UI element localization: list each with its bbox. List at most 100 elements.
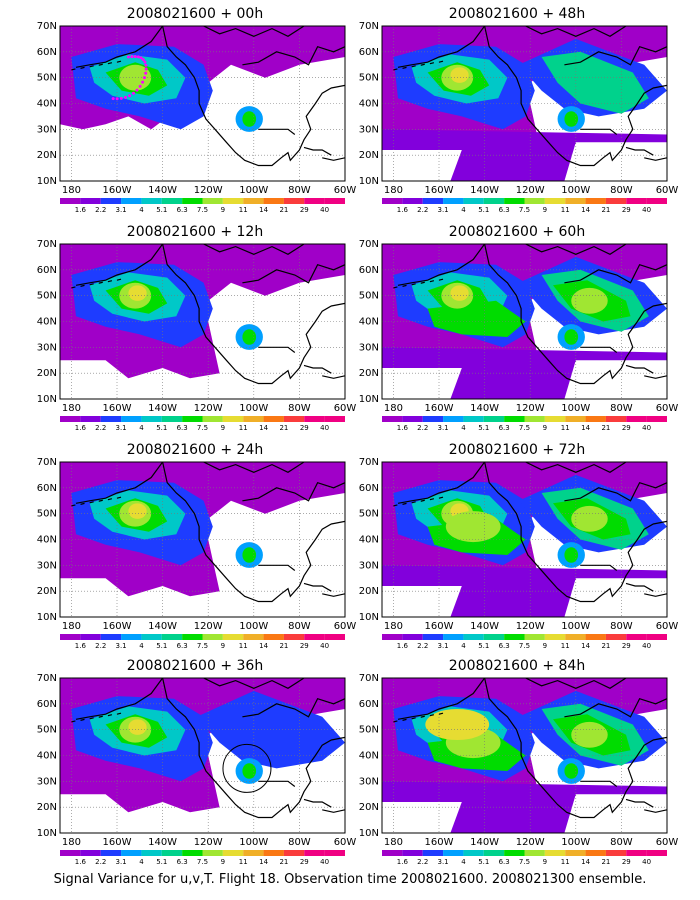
coast-line <box>397 462 486 504</box>
colorbar-label: 6.3 <box>177 642 188 650</box>
colorbar-swatch <box>141 634 162 640</box>
contour-fill <box>564 142 667 181</box>
x-tick-label: 80W <box>288 621 311 632</box>
island <box>402 66 407 69</box>
y-tick-label: 70N <box>37 21 57 32</box>
coast-line <box>564 697 667 718</box>
x-tick-label: 100W <box>561 403 590 414</box>
map-svg: 180 160W 140W 120W 100W 80W 60W 10N 20N 30N 40N 50N… <box>359 239 679 432</box>
map-svg: 180 160W 140W 120W 100W 80W 60W 10N 20N 30N 40N 50N… <box>359 673 679 866</box>
island <box>438 60 444 63</box>
y-tick-label: 30N <box>37 560 57 571</box>
colorbar-swatch <box>324 198 345 204</box>
island <box>116 712 122 715</box>
map-svg: 180 160W 140W 120W 100W 80W 60W 10N 20N 30N 40N 50N… <box>359 457 679 650</box>
island <box>420 63 425 66</box>
coast-line <box>564 263 667 284</box>
colorbar-swatch <box>544 416 566 422</box>
colorbar-swatch <box>585 416 606 422</box>
y-tick-label: 10N <box>37 176 57 187</box>
x-tick-label: 80W <box>288 403 311 414</box>
colorbar-swatch <box>504 198 525 204</box>
island <box>438 496 444 499</box>
map-svg: 180 160W 140W 120W 100W 80W 60W 10N 20N 30N 40N 50N… <box>37 673 357 866</box>
x-tick-label: 140W <box>148 837 177 848</box>
y-tick-label: 70N <box>359 457 379 468</box>
colorbar-swatch <box>626 198 647 204</box>
colorbar-swatch <box>80 634 101 640</box>
y-tick-label: 10N <box>359 394 379 405</box>
map-svg: 180 160W 140W 120W 100W 80W 60W 10N 20N 30N 40N 50N… <box>359 21 679 214</box>
colorbar-label: 5.1 <box>156 858 167 866</box>
colorbar-swatch <box>544 634 566 640</box>
colorbar-swatch <box>222 850 244 856</box>
map-panel: 2008021600 + 12h 180 160W 140W 120W 100W 80W 60… <box>30 224 360 439</box>
coast-line <box>397 26 486 68</box>
colorbar-label: 11 <box>561 206 570 214</box>
colorbar-label: 3.1 <box>116 642 127 650</box>
coast-line <box>258 128 296 135</box>
island <box>429 714 435 717</box>
coast-line <box>303 798 332 808</box>
contour-core <box>242 111 257 127</box>
colorbar-label: 29 <box>622 206 631 214</box>
coastline <box>393 26 667 167</box>
colorbar-label: 1.6 <box>397 206 409 214</box>
coast-line <box>580 564 618 571</box>
colorbar-label: 29 <box>622 642 631 650</box>
panel-title: 2008021600 + 72h <box>448 442 586 458</box>
colorbar-swatch <box>121 850 142 856</box>
colorbar-swatch <box>382 416 403 422</box>
coast-line <box>644 593 667 597</box>
colorbar-swatch <box>100 198 122 204</box>
x-tick-label: 80W <box>610 185 633 196</box>
colorbar-swatch <box>463 198 484 204</box>
y-tick-label: 50N <box>359 73 379 84</box>
colorbar-label: 2.2 <box>95 424 106 432</box>
colorbar-swatch <box>422 850 444 856</box>
contour-core <box>445 511 501 543</box>
colorbar-label: 7.5 <box>197 424 208 432</box>
colorbar-swatch <box>463 634 484 640</box>
y-tick-label: 30N <box>37 776 57 787</box>
x-tick-label: 160W <box>103 837 132 848</box>
colorbar-label: 6.3 <box>177 424 188 432</box>
colorbar-swatch <box>60 198 81 204</box>
colorbar-swatch <box>283 416 305 422</box>
colorbar-label: 4 <box>461 858 466 866</box>
colorbar-label: 14 <box>581 206 590 214</box>
x-tick-label: 180 <box>62 403 81 414</box>
coast-line <box>303 364 332 374</box>
x-tick-label: 160W <box>425 185 454 196</box>
x-tick-label: 140W <box>470 621 499 632</box>
x-tick-label: 180 <box>62 185 81 196</box>
colorbar-swatch <box>605 198 627 204</box>
colorbar-label: 4 <box>139 206 144 214</box>
x-tick-label: 80W <box>610 621 633 632</box>
colorbar-label: 9 <box>221 642 225 650</box>
x-tick-label: 180 <box>384 403 403 414</box>
y-tick-label: 30N <box>37 124 57 135</box>
map-frame <box>381 25 668 182</box>
colorbar-label: 1.6 <box>75 858 87 866</box>
x-tick-label: 60W <box>656 837 679 848</box>
colorbar-swatch <box>121 416 142 422</box>
coast-line <box>397 678 486 720</box>
colorbar-swatch <box>80 198 101 204</box>
island <box>438 712 444 715</box>
colorbar-label: 4 <box>461 642 466 650</box>
colorbar-label: 9 <box>221 424 225 432</box>
island <box>89 283 94 286</box>
coastline <box>71 26 345 167</box>
track-point <box>128 94 132 98</box>
contour-core <box>128 719 147 735</box>
map-frame <box>381 243 668 400</box>
track-point <box>130 55 134 59</box>
map-frame <box>381 677 668 834</box>
colorbar-swatch <box>483 850 505 856</box>
track-point <box>141 58 145 62</box>
colorbar-swatch <box>443 850 464 856</box>
contour-core <box>564 111 579 127</box>
coast-line <box>644 157 667 161</box>
x-tick-label: 100W <box>561 185 590 196</box>
